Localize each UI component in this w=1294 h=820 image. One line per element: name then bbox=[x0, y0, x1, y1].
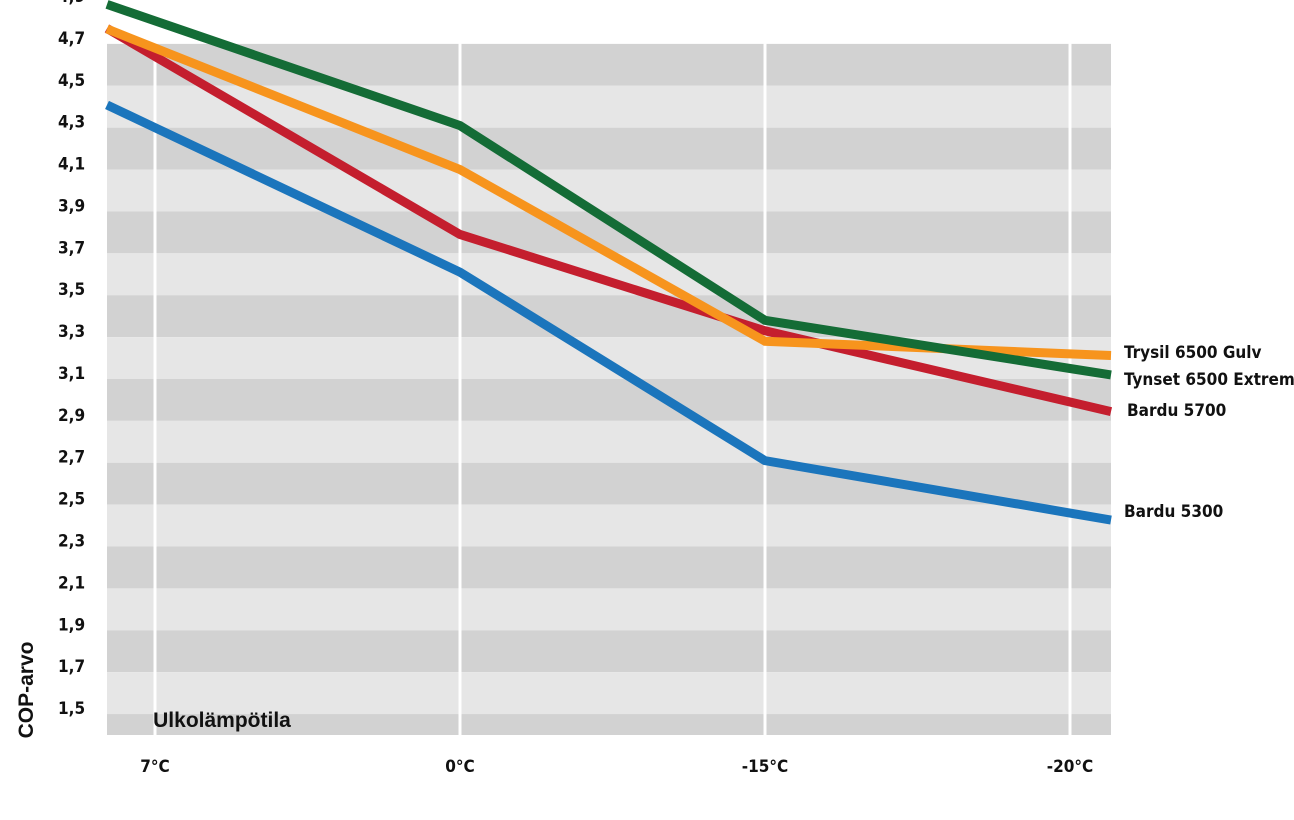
y-tick-label: 1,7 bbox=[58, 657, 85, 677]
series-line bbox=[105, 0, 1112, 380]
series-lines bbox=[104, 0, 1113, 525]
y-tick-label: 2,1 bbox=[58, 573, 85, 593]
grid-band bbox=[107, 420, 1111, 463]
grid-band bbox=[107, 588, 1111, 631]
series-label: Tynset 6500 Extreme bbox=[1124, 370, 1294, 390]
grid-band bbox=[107, 504, 1111, 547]
x-tick-label: 7°C bbox=[140, 757, 170, 777]
grid-band bbox=[107, 714, 1111, 735]
grid-band bbox=[107, 295, 1111, 338]
y-tick-label: 3,7 bbox=[58, 238, 85, 258]
y-tick-label: 2,7 bbox=[58, 448, 85, 468]
series-line bbox=[105, 24, 1112, 361]
y-tick-label: 1,5 bbox=[58, 699, 85, 719]
grid-band bbox=[107, 462, 1111, 505]
y-tick-label: 1,9 bbox=[58, 615, 85, 635]
grid-band bbox=[107, 43, 1111, 86]
y-tick-label: 3,9 bbox=[58, 196, 85, 216]
y-tick-label: 4,3 bbox=[58, 113, 85, 133]
grid-band bbox=[107, 630, 1111, 673]
grid-band bbox=[107, 378, 1111, 421]
y-axis-ticks: 4,9 4,7 4,5 4,3 4,1 3,9 3,7 3,5 3,3 3,1 2,9 2,7 2,5 2… bbox=[58, 0, 85, 719]
grid-bands bbox=[107, 2, 1111, 735]
y-tick-label: 4,7 bbox=[58, 29, 85, 49]
grid-band bbox=[107, 672, 1111, 715]
y-tick-label: 4,1 bbox=[58, 155, 85, 175]
y-tick-label: 3,5 bbox=[58, 280, 85, 300]
y-axis-label: COP-arvo bbox=[15, 642, 38, 739]
y-tick-label: 3,3 bbox=[58, 322, 85, 342]
y-tick-label: 4,5 bbox=[58, 71, 85, 91]
x-axis-ticks: 7°C 0°C -15°C -20°C bbox=[140, 757, 1093, 777]
y-tick-label: 2,9 bbox=[58, 406, 85, 426]
series-line bbox=[104, 24, 1113, 416]
grid-band bbox=[107, 546, 1111, 589]
y-tick-label: 2,3 bbox=[58, 532, 85, 552]
grid-band bbox=[107, 253, 1111, 296]
series-labels: Trysil 6500 Gulv Tynset 6500 Extreme Bardu… bbox=[1124, 343, 1294, 522]
x-tick-label: -15°C bbox=[742, 757, 789, 777]
grid-band bbox=[107, 169, 1111, 212]
series-label: Trysil 6500 Gulv bbox=[1124, 343, 1262, 363]
series-line bbox=[105, 100, 1112, 525]
series-label: Bardu 5300 bbox=[1124, 502, 1223, 522]
y-tick-label: 3,1 bbox=[58, 364, 85, 384]
y-tick-label: 4,9 bbox=[58, 0, 85, 7]
grid-band bbox=[107, 127, 1111, 170]
x-tick-label: -20°C bbox=[1047, 757, 1094, 777]
x-tick-label: 0°C bbox=[445, 757, 475, 777]
vertical-gridlines bbox=[153, 42, 1072, 735]
y-tick-label: 2,5 bbox=[58, 490, 85, 510]
grid-band bbox=[107, 2, 1111, 44]
series-label: Bardu 5700 bbox=[1127, 401, 1226, 421]
x-axis-label: Ulkolämpötila bbox=[153, 709, 291, 732]
